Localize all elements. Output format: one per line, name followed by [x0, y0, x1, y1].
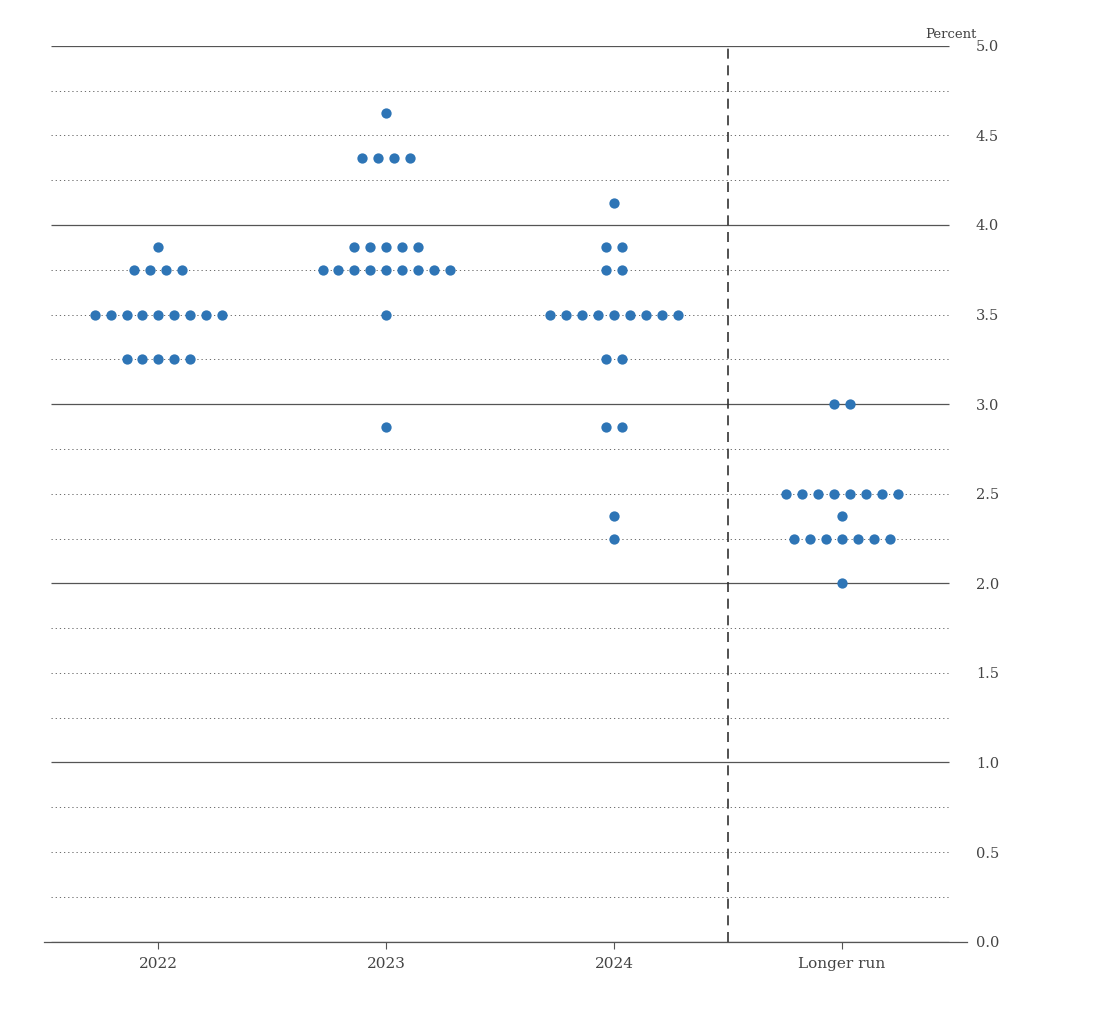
Point: [850, 530, 867, 547]
Point: [810, 486, 827, 502]
Point: [441, 262, 459, 278]
Point: [346, 239, 364, 256]
Point: [166, 306, 183, 323]
Point: [394, 239, 411, 256]
Point: [386, 150, 404, 166]
Text: Percent: Percent: [925, 29, 976, 42]
Point: [614, 239, 632, 256]
Point: [614, 418, 632, 435]
Point: [825, 396, 843, 412]
Point: [841, 396, 858, 412]
Point: [149, 306, 167, 323]
Point: [597, 351, 615, 367]
Point: [597, 262, 615, 278]
Point: [614, 351, 632, 367]
Point: [409, 239, 427, 256]
Point: [314, 262, 331, 278]
Point: [873, 486, 891, 502]
Point: [354, 150, 371, 166]
Point: [118, 306, 136, 323]
Point: [181, 351, 199, 367]
Point: [865, 530, 883, 547]
Point: [86, 306, 103, 323]
Point: [377, 306, 395, 323]
Point: [605, 306, 623, 323]
Point: [785, 530, 803, 547]
Point: [329, 262, 347, 278]
Point: [793, 486, 811, 502]
Point: [589, 306, 607, 323]
Point: [377, 418, 395, 435]
Point: [833, 530, 851, 547]
Point: [133, 351, 151, 367]
Point: [841, 486, 858, 502]
Point: [198, 306, 216, 323]
Point: [833, 508, 851, 524]
Point: [141, 262, 159, 278]
Point: [361, 262, 379, 278]
Point: [181, 306, 199, 323]
Point: [605, 530, 623, 547]
Point: [542, 306, 559, 323]
Point: [369, 150, 387, 166]
Point: [101, 306, 119, 323]
Point: [149, 351, 167, 367]
Point: [377, 105, 395, 121]
Point: [214, 306, 231, 323]
Point: [346, 262, 364, 278]
Point: [605, 508, 623, 524]
Point: [173, 262, 191, 278]
Point: [653, 306, 671, 323]
Point: [361, 239, 379, 256]
Point: [126, 262, 143, 278]
Point: [401, 150, 419, 166]
Point: [377, 239, 395, 256]
Point: [597, 418, 615, 435]
Point: [881, 530, 898, 547]
Point: [622, 306, 639, 323]
Point: [833, 575, 851, 591]
Point: [394, 262, 411, 278]
Point: [118, 351, 136, 367]
Point: [133, 306, 151, 323]
Point: [817, 530, 835, 547]
Point: [557, 306, 575, 323]
Point: [802, 530, 820, 547]
Point: [149, 239, 167, 256]
Point: [425, 262, 443, 278]
Point: [637, 306, 655, 323]
Point: [614, 262, 632, 278]
Point: [605, 194, 623, 211]
Point: [597, 239, 615, 256]
Point: [166, 351, 183, 367]
Point: [777, 486, 795, 502]
Point: [574, 306, 592, 323]
Point: [409, 262, 427, 278]
Point: [888, 486, 906, 502]
Point: [377, 262, 395, 278]
Point: [669, 306, 687, 323]
Point: [857, 486, 875, 502]
Point: [825, 486, 843, 502]
Point: [158, 262, 176, 278]
